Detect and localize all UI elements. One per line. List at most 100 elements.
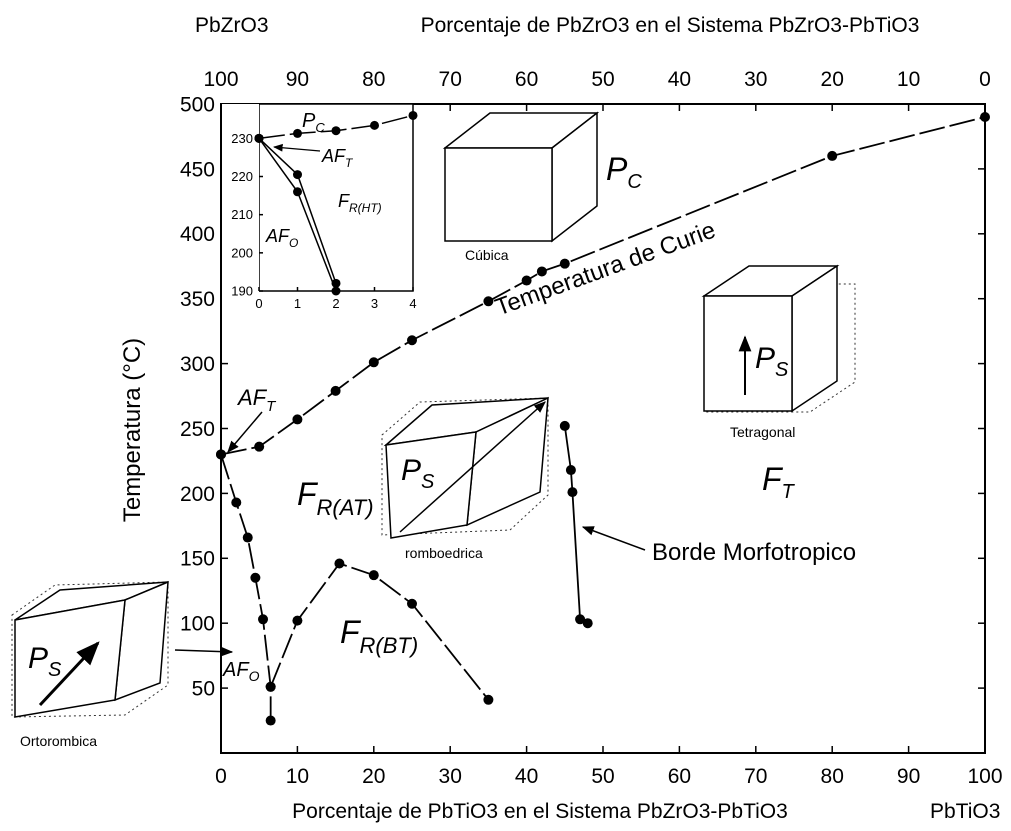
data-point: [334, 558, 345, 569]
phase-label: FR(HT): [338, 191, 382, 215]
x2-tick-label: 90: [286, 68, 309, 91]
arrow: [227, 411, 263, 453]
phase-sub: R(BT): [360, 633, 419, 658]
phase-sub: O: [249, 668, 260, 684]
y-tick-label: 500: [180, 93, 215, 116]
data-point: [330, 385, 341, 396]
x-tick-label: 90: [897, 765, 920, 788]
data-point: [368, 570, 379, 581]
tetragonal-cell: [701, 264, 856, 413]
rhombohedral-cell: [381, 396, 549, 539]
phase-label: FR(AT): [297, 476, 374, 520]
data-point: [559, 420, 570, 431]
phase-label: AFT: [321, 146, 354, 170]
data-point: [536, 266, 547, 277]
data-point: [565, 465, 576, 476]
y-tick-label: 200: [231, 245, 253, 260]
data-point: [407, 598, 417, 609]
x-tick-label: 80: [821, 765, 844, 788]
y-tick-label: 250: [180, 418, 215, 441]
phase-label: PC: [606, 151, 642, 193]
x-tick-label: 40: [515, 765, 538, 788]
data-point: [292, 414, 303, 425]
phase-label: AFO: [222, 659, 260, 684]
x2-tick-label: 30: [744, 68, 767, 91]
phase-label: AFT: [236, 385, 277, 415]
data-point: [368, 357, 379, 368]
x-tick-label: 1: [294, 296, 301, 311]
x-axis-title: Porcentaje de PbTiO3 en el Sistema PbZrO…: [292, 800, 788, 823]
x-tick-label: 70: [744, 765, 767, 788]
phase-label: PC: [302, 110, 325, 135]
data-point: [258, 614, 269, 625]
data-point: [331, 126, 341, 136]
data-point: [483, 296, 494, 307]
y-tick-label: 400: [180, 223, 215, 246]
x2-tick-label: 10: [897, 68, 920, 91]
data-point: [216, 449, 226, 460]
y-tick-label: 50: [192, 677, 215, 700]
orthorhombic-cell: [11, 580, 169, 718]
data-point: [254, 441, 265, 452]
cell-label: romboedrica: [405, 545, 483, 561]
phase-sub: T: [266, 398, 277, 415]
cubic-cell: [442, 111, 600, 243]
phase-sub: S: [48, 659, 62, 681]
data-point: [559, 258, 570, 269]
phase-sub: C: [627, 171, 642, 193]
data-point: [265, 681, 276, 692]
data-point: [293, 128, 302, 138]
data-point: [567, 487, 578, 498]
phase-label: AFO: [265, 226, 298, 250]
x-tick-label: 0: [255, 296, 262, 311]
phase-sub: T: [345, 156, 354, 170]
x-tick-label: 0: [215, 765, 227, 788]
data-point: [254, 133, 264, 143]
data-point: [331, 286, 341, 296]
cell-label: Cúbica: [465, 247, 509, 263]
y-tick-label: 200: [180, 483, 215, 506]
x-end-label: PbTiO3: [930, 800, 1000, 823]
phase-sub: T: [782, 481, 796, 503]
phase-sub: C: [315, 120, 325, 135]
x2-tick-label: 100: [203, 68, 238, 91]
y-tick-label: 190: [231, 284, 253, 299]
x2-end-label: PbZrO3: [195, 14, 269, 37]
y-axis-title: Temperatura (°C): [119, 338, 146, 522]
x2-tick-label: 0: [979, 68, 991, 91]
main-plot: 0 10 20 30 40 50 60 70 80 90 100501001502002503003…: [180, 68, 1003, 788]
phase-text: P: [606, 151, 628, 187]
phase-text: AF: [265, 226, 290, 246]
x-tick-label: 3: [371, 296, 378, 311]
data-point: [250, 572, 261, 583]
x2-tick-label: 80: [362, 68, 385, 91]
data-point: [407, 335, 417, 346]
series-line: [269, 562, 490, 701]
x-tick-label: 10: [286, 765, 309, 788]
data-point: [242, 532, 253, 543]
mpb-label: Borde Morfotropico: [652, 539, 856, 566]
phase-text: F: [340, 614, 362, 650]
x2-tick-label: 70: [439, 68, 462, 91]
data-point: [521, 275, 532, 286]
phase-text: AF: [222, 659, 250, 681]
y-tick-label: 100: [180, 613, 215, 636]
phase-sub: R(AT): [317, 495, 374, 520]
inset-plot: 0 1 2 3 4 190 200 210 220 230: [231, 110, 418, 311]
data-point: [575, 614, 586, 625]
inset-margin: [221, 104, 259, 309]
data-point: [408, 110, 418, 120]
data-point: [827, 150, 838, 161]
x2-axis-title: Porcentaje de PbZrO3 en el Sistema PbZrO…: [421, 14, 920, 37]
phase-sub: O: [289, 236, 298, 250]
phase-label: FR(BT): [340, 614, 418, 658]
data-point: [293, 170, 302, 180]
polarization-label: PS: [755, 342, 789, 381]
series-line: [563, 425, 589, 625]
x-tick-label: 50: [591, 765, 614, 788]
arrow: [273, 143, 321, 152]
phase-label: FT: [762, 461, 796, 503]
y-tick-label: 300: [180, 353, 215, 376]
data-point: [980, 111, 990, 122]
series-line: [220, 116, 986, 456]
